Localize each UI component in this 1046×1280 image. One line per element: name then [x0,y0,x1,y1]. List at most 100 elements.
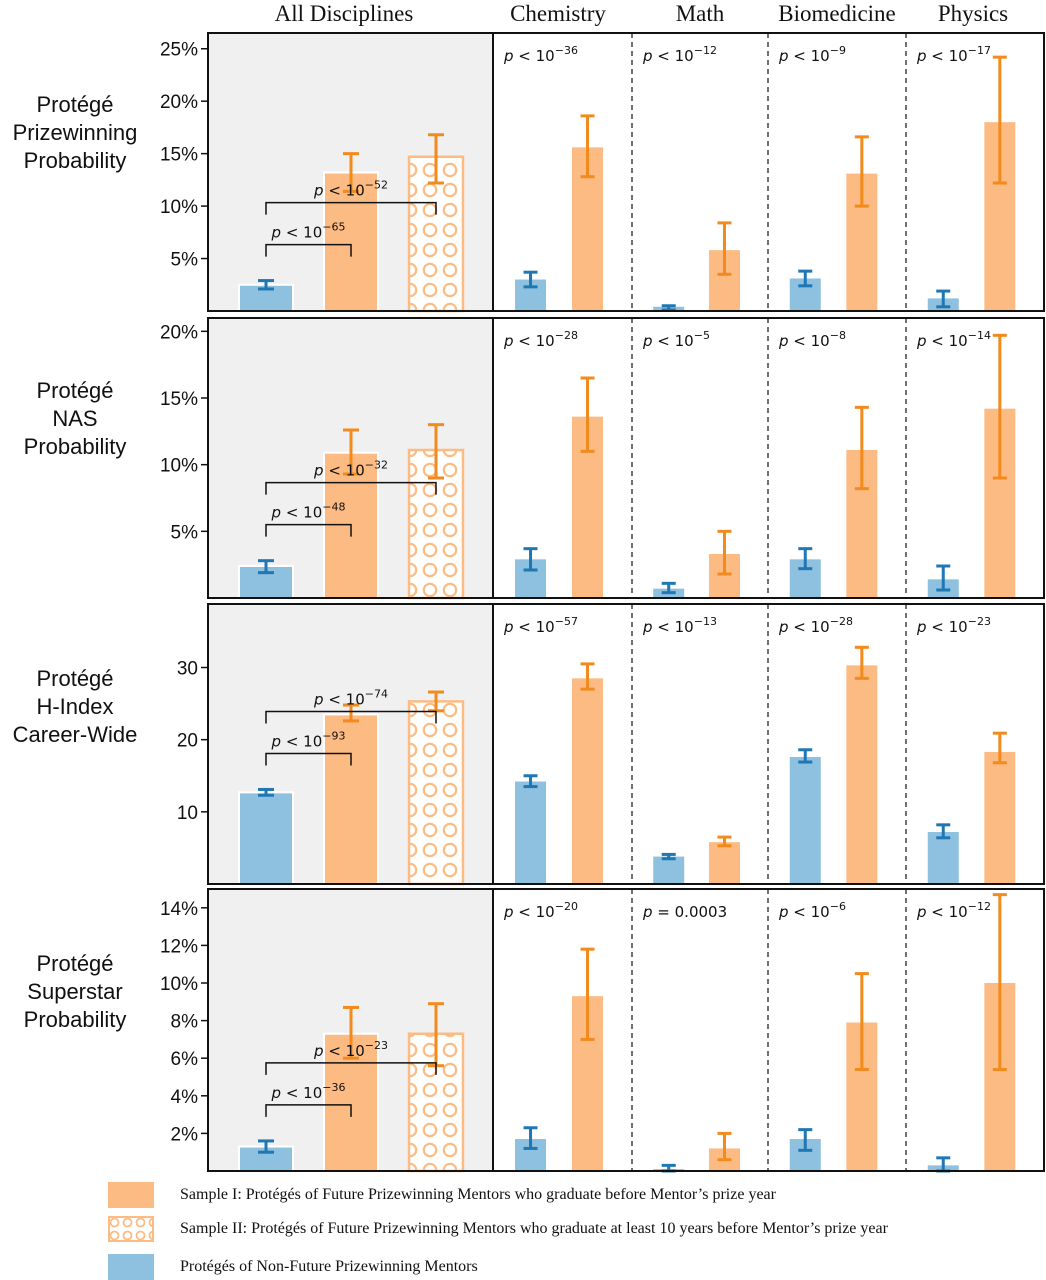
panel-math: p = 0.0003 [642,903,740,1171]
y-tick-label: 15% [160,145,198,166]
y-tick-label: 8% [171,1012,199,1033]
error-bar-all [343,703,359,723]
y-tick-label: 15% [160,389,198,410]
error-bar-math [661,581,676,595]
error-bar-physics [936,823,951,840]
panel-frame [207,317,1045,599]
column-title-chemistry: Chemistry [510,1,606,26]
bracket-line [265,243,352,257]
panel-biomedicine: p < 10−6 [778,900,878,1171]
error-bar-biomedicine [854,405,869,491]
bracket-sample2: p < 10−32 [265,459,437,495]
error-bar-all [343,1005,359,1060]
error-bar-math [661,304,676,312]
p-value-label: p < 10−48 [271,501,346,522]
error-bar-biomedicine [798,547,813,571]
error-bar-physics [992,333,1007,480]
p-value-label: p < 10−36 [271,1081,346,1102]
panel-physics: p < 10−14 [916,329,1016,598]
error-bar-all [343,152,359,193]
p-value-math: p < 10−13 [642,615,717,636]
error-bar-chemistry [580,947,595,1041]
y-tick-label: 10% [160,974,198,995]
row-label: Protégé H-Index Career-Wide [0,665,150,749]
p-value-physics: p < 10−14 [916,329,991,350]
error-bar-physics [936,289,951,309]
error-bar-biomedicine [854,972,869,1071]
y-tick-label: 5% [171,522,199,543]
error-bar-physics [992,731,1007,765]
row-label: Protégé Superstar Probability [0,950,150,1034]
y-tick-label: 20% [160,322,198,343]
row-label-line: Probability [23,148,127,173]
error-bar-chemistry [523,547,538,572]
bracket-sample1: p < 10−93 [265,729,352,766]
panel-frame [207,32,1045,312]
row-label-line: Protégé [36,666,114,691]
y-tick-label: 30 [177,659,198,680]
error-bar-chemistry [580,662,595,691]
bracket-line [265,1104,352,1117]
error-bar-chemistry [523,270,538,289]
y-tick-label: 12% [160,936,198,957]
row-label-line: NAS [52,406,98,431]
bar-math-sample1 [708,842,740,884]
panel-physics: p < 10−17 [916,44,1016,311]
panel-chemistry: p < 10−28 [503,329,604,598]
bracket-line [265,481,437,495]
panel-math: p < 10−13 [642,615,740,884]
panel-row-prot-g-superstar-probability: 2% 4% 6% 8% 10% 12% 14% p < 10−23 p < 10−36 p < 1… [160,888,1045,1173]
bracket-line [265,523,352,537]
bar-chemistry-nonfuture [515,781,547,884]
error-bar-chemistry [580,114,595,179]
error-bar-biomedicine [798,748,813,764]
bracket-line [265,710,437,724]
bar-all-sample1 [323,171,379,312]
figure-canvas: All Disciplines Chemistry Math Biomedicine P… [160,1,1045,1173]
p-value-biomedicine: p < 10−8 [778,329,846,350]
row-label-line: Prizewinning [12,120,138,145]
row-label-line: Superstar [27,979,123,1004]
panel-row-prot-g-nas-probability: 5% 10% 15% 20% p < 10−32 p < 10−48 p < 10−28 p … [160,317,1045,600]
bar-physics-sample1 [984,751,1016,884]
p-value-math: p = 0.0003 [642,903,727,921]
bracket-sample2: p < 10−23 [265,1039,437,1075]
bar-physics-nonfuture [927,832,959,884]
panels: 5% 10% 15% 20% 25% p < 10−52 p < 10−65 p < 10−3… [160,32,1045,1173]
bar-all-sample1 [323,713,379,885]
y-tick-label: 20% [160,92,198,113]
p-value-biomedicine: p < 10−9 [778,44,846,65]
panel-row-prot-g-h-index-career-wide: 10 20 30 p < 10−74 p < 10−93 p < 10−57 p < 10−… [177,603,1045,886]
y-tick-label: 4% [171,1087,199,1108]
panel-chemistry: p < 10−57 [503,615,604,884]
p-value-chemistry: p < 10−36 [503,44,578,65]
y-tick-label: 10% [160,197,198,218]
error-bar-chemistry [580,376,595,453]
legend-swatch-sample1 [108,1182,154,1208]
p-value-math: p < 10−5 [642,329,710,350]
legend-label-nonfuture: Protégés of Non-Future Prizewinning Ment… [180,1258,478,1275]
p-value-chemistry: p < 10−20 [503,900,578,921]
error-bar-biomedicine [798,1128,813,1152]
row-label: Protégé Prizewinning Probability [0,91,150,175]
bracket-line [265,201,437,215]
y-tick-label: 5% [171,250,199,271]
p-value-biomedicine: p < 10−28 [778,615,853,636]
bar-biomedicine-sample1 [846,665,878,884]
p-value-label: p < 10−74 [313,687,388,708]
y-tick-label: 20 [177,731,198,752]
column-title-biomedicine: Biomedicine [778,1,896,26]
error-bar-physics [936,564,951,592]
error-bar-biomedicine [854,135,869,208]
row-label: Protégé NAS Probability [0,377,150,461]
error-bar-all [258,279,274,291]
legend-label-sample1: Sample I: Protégés of Future Prizewinnin… [180,1186,776,1203]
p-value-label: p < 10−32 [313,459,388,480]
bracket-sample1: p < 10−65 [265,221,352,257]
y-tick-label: 10 [177,803,198,824]
column-title-all-disciplines: All Disciplines [275,1,414,26]
panel-frame [207,603,1045,885]
error-bar-math [717,835,732,848]
column-titles: All Disciplines Chemistry Math Biomedicine P… [275,1,1009,26]
y-tick-label: 25% [160,40,198,61]
